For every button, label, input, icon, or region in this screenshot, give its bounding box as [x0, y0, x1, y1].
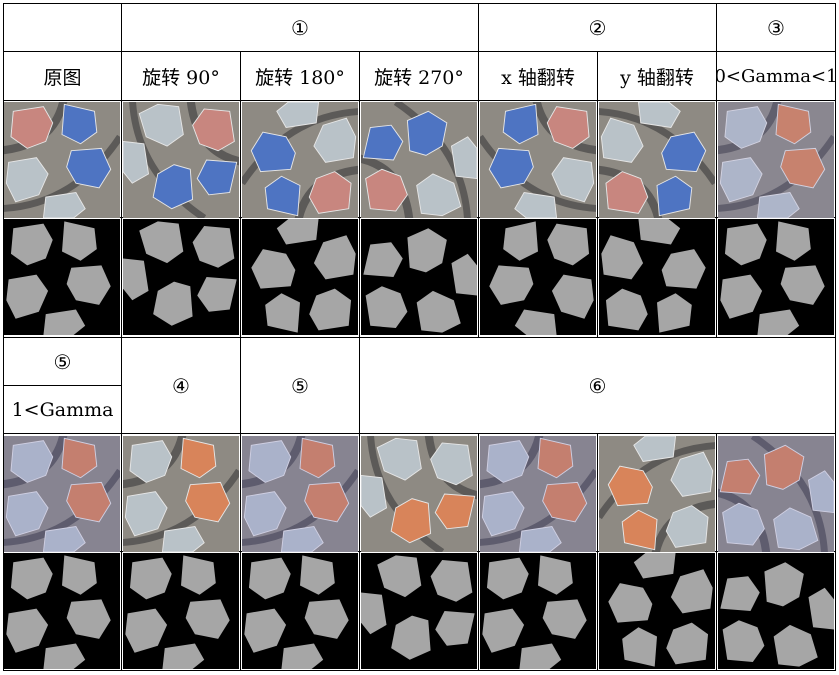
segmentation-mask: [123, 219, 239, 335]
aerial-image: [242, 102, 358, 218]
group-label-1: ①: [291, 15, 309, 40]
table-rule: [3, 433, 836, 434]
col-x-flip: x 轴翻转: [501, 66, 575, 89]
table-rule: [478, 433, 479, 671]
col-original: 原图: [43, 66, 82, 89]
aerial-image: [4, 436, 120, 552]
table-rule: [716, 3, 717, 337]
segmentation-mask: [599, 553, 715, 669]
group-label-3: ③: [767, 15, 785, 40]
aerial-image: [480, 436, 596, 552]
table-rule: [597, 433, 598, 671]
segmentation-mask: [4, 219, 120, 335]
aerial-image: [361, 102, 477, 218]
table-rule: [3, 670, 836, 671]
segmentation-mask: [718, 553, 834, 669]
aerial-image: [123, 436, 239, 552]
col-rotate-180: 旋转 180°: [255, 66, 345, 89]
col-gamma-low: 0<Gamma<1: [717, 65, 835, 87]
table-rule: [240, 51, 241, 671]
col-gamma-high: 1<Gamma: [11, 398, 114, 421]
table-rule: [3, 3, 836, 4]
group-label-6: ⑥: [588, 373, 607, 398]
table-rule: [597, 51, 598, 337]
table-rule: [835, 3, 836, 671]
aerial-image: [599, 102, 715, 218]
segmentation-mask: [718, 219, 834, 335]
aerial-image: [4, 102, 120, 218]
table-rule: [3, 3, 4, 671]
aerial-image: [718, 102, 834, 218]
col-y-flip: y 轴翻转: [620, 66, 694, 89]
group-label-2: ②: [588, 15, 607, 40]
group-label-5-sub: ⑤: [53, 349, 72, 374]
group-label-4: ④: [172, 373, 190, 398]
segmentation-mask: [480, 553, 596, 669]
segmentation-mask: [242, 219, 358, 335]
table-rule: [359, 51, 360, 671]
segmentation-mask: [4, 553, 120, 669]
augmentation-table: ① ② ③ 原图 旋转 90° 旋转 180° 旋转 270° x 轴翻转 y …: [3, 3, 836, 671]
table-rule: [3, 51, 836, 52]
table-rule: [716, 433, 717, 671]
segmentation-mask: [361, 553, 477, 669]
table-rule: [3, 385, 121, 386]
aerial-image: [480, 102, 596, 218]
segmentation-mask: [480, 219, 596, 335]
aerial-image: [242, 436, 358, 552]
segmentation-mask: [361, 219, 477, 335]
table-rule: [121, 3, 122, 671]
aerial-image: [718, 436, 834, 552]
segmentation-mask: [242, 553, 358, 669]
group-label-5: ⑤: [291, 373, 309, 398]
segmentation-mask: [599, 219, 715, 335]
segmentation-mask: [123, 553, 239, 669]
aerial-image: [361, 436, 477, 552]
aerial-image: [599, 436, 715, 552]
table-rule: [3, 337, 836, 338]
aerial-image: [123, 102, 239, 218]
table-rule: [3, 100, 836, 101]
col-rotate-90: 旋转 90°: [142, 66, 220, 89]
col-rotate-270: 旋转 270°: [374, 66, 464, 89]
table-rule: [478, 3, 479, 337]
